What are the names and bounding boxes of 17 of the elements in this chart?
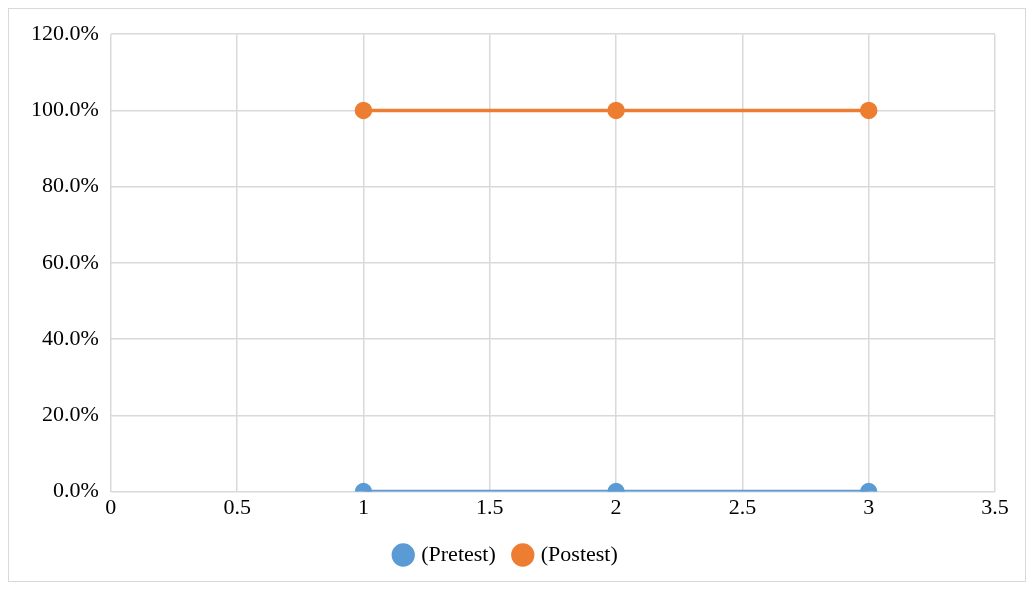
x-tick-label: 2.5 [728, 493, 757, 519]
y-tick-label: 100.0% [31, 96, 99, 122]
x-tick-label: 0.5 [223, 493, 251, 519]
y-tick-label: 40.0% [42, 324, 99, 350]
legend-label: (Pretest) [421, 540, 496, 566]
x-tick-label: 1 [357, 493, 369, 519]
y-tick-label: 20.0% [42, 401, 99, 427]
x-tick-label: 0 [105, 493, 117, 519]
x-tick-label: 2 [610, 493, 622, 519]
x-tick-label: 3 [863, 493, 875, 519]
y-tick-label: 120.0% [31, 19, 99, 45]
x-tick-label: 1.5 [476, 493, 504, 519]
legend-label: (Postest) [540, 540, 618, 566]
y-tick-label: 80.0% [42, 172, 99, 198]
x-tick-label: 3.5 [981, 493, 1009, 519]
y-tick-label: 60.0% [42, 248, 99, 274]
y-tick-label: 0.0% [53, 477, 99, 503]
